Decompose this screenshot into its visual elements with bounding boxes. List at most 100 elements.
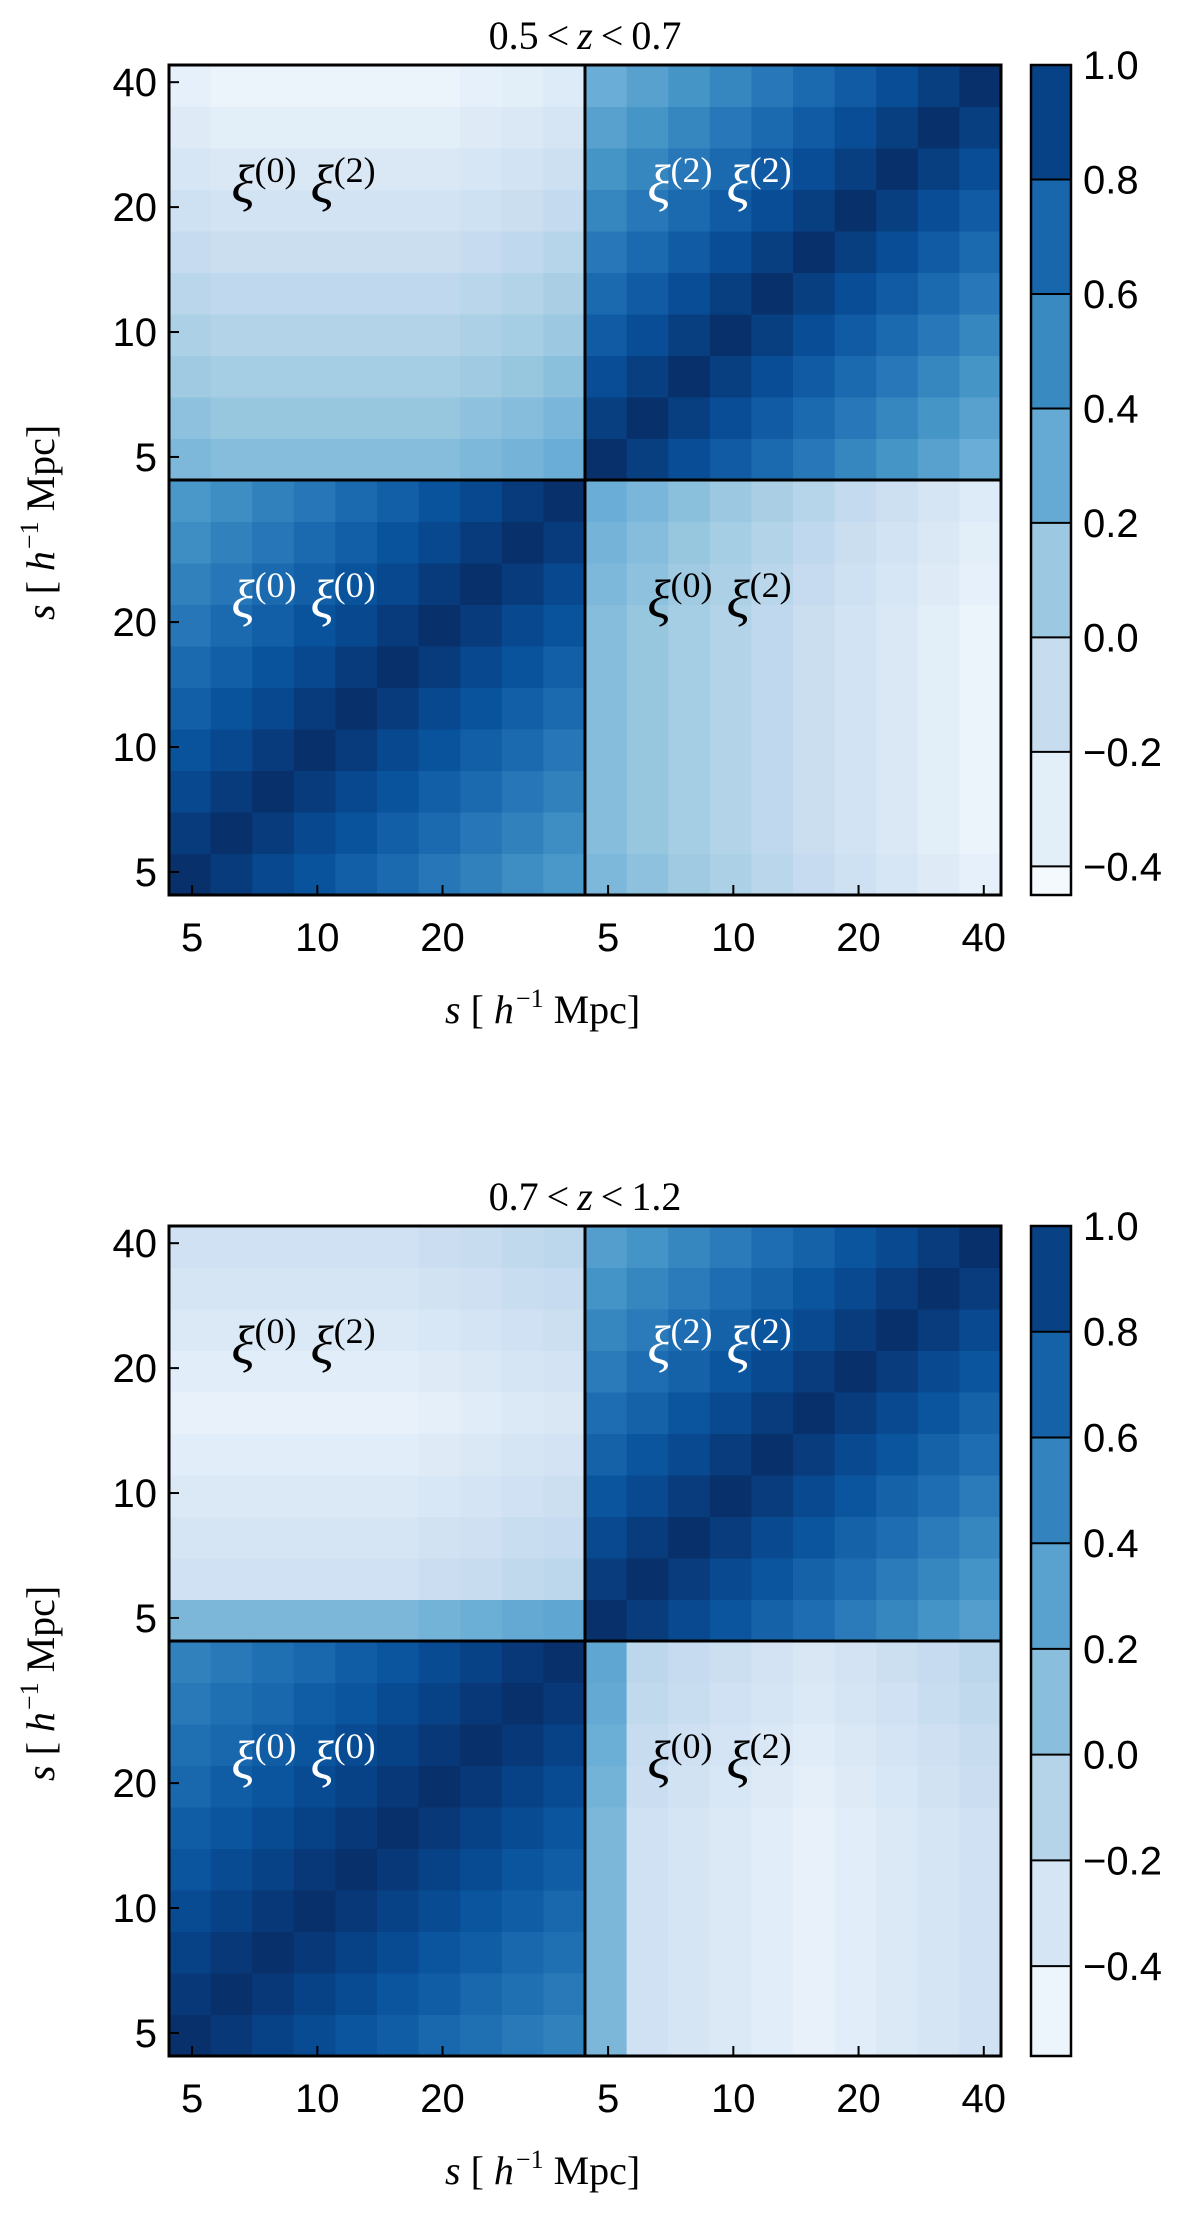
heatmap-cell — [917, 397, 960, 439]
heatmap-cell — [668, 1807, 711, 1849]
heatmap-cell — [876, 1931, 919, 1974]
heatmap-cell — [460, 563, 503, 605]
heatmap-cell — [585, 272, 628, 315]
heatmap-cell — [252, 770, 295, 813]
heatmap-cell — [709, 1848, 752, 1891]
heatmap-cell — [543, 355, 586, 398]
heatmap-cell — [293, 438, 336, 481]
heatmap-cell — [169, 1848, 212, 1891]
heatmap-cell — [585, 1848, 628, 1891]
heatmap-cell — [293, 1848, 336, 1891]
heatmap-cell — [709, 1682, 752, 1725]
heatmap-cell — [293, 1765, 336, 1808]
heatmap-cell — [709, 1724, 752, 1766]
heatmap-cell — [169, 1392, 212, 1434]
heatmap-cell — [169, 1724, 212, 1766]
annotation-base: ξ — [727, 1730, 751, 1790]
colorbar-band — [1031, 1543, 1071, 1649]
heatmap-cell — [668, 65, 711, 107]
heatmap-cell — [668, 106, 711, 149]
annotation-base: ξ — [311, 569, 335, 629]
title-part: z — [576, 1174, 593, 1219]
heatmap-cell — [210, 853, 253, 896]
heatmap-cell — [169, 812, 212, 854]
heatmap-cell — [543, 106, 586, 149]
y-tick-label: 10 — [113, 1472, 158, 1516]
heatmap-cell — [834, 1558, 877, 1600]
heatmap-cell — [834, 1267, 877, 1310]
heatmap-cell — [959, 687, 1002, 730]
heatmap-cell — [210, 604, 253, 647]
heatmap-cell — [210, 1267, 253, 1310]
heatmap-cell — [668, 1433, 711, 1476]
heatmap-cell — [917, 1724, 960, 1766]
annotation-base: ξ — [231, 1315, 255, 1375]
heatmap-cell — [335, 1973, 378, 2015]
heatmap-cell — [709, 272, 752, 315]
heatmap-cell — [501, 314, 544, 356]
title-part: 1.2 — [631, 1174, 681, 1219]
heatmap-cell — [793, 2014, 836, 2057]
heatmap-cell — [793, 231, 836, 273]
heatmap-cell — [876, 687, 919, 730]
label-part: ] — [627, 987, 640, 1032]
heatmap-cell — [335, 812, 378, 854]
heatmap-cell — [917, 1599, 960, 1642]
heatmap-cell — [377, 314, 420, 356]
heatmap-cell — [917, 189, 960, 232]
heatmap-cell — [834, 2014, 877, 2057]
heatmap-cell — [377, 1890, 420, 1932]
heatmap-cell — [959, 1890, 1002, 1932]
heatmap-cell — [335, 1309, 378, 1351]
heatmap-cell — [501, 1350, 544, 1393]
heatmap-cell — [834, 1475, 877, 1517]
heatmap-cell — [169, 1641, 212, 1683]
heatmap-cell — [460, 438, 503, 481]
heatmap-cell — [169, 1309, 212, 1351]
heatmap-cell — [917, 314, 960, 356]
heatmap-cell — [917, 563, 960, 605]
heatmap-cell — [959, 1516, 1002, 1559]
heatmap-cell — [876, 604, 919, 647]
heatmap-cell — [210, 1599, 253, 1642]
heatmap-cell — [626, 563, 669, 605]
heatmap-cell — [335, 1682, 378, 1725]
label-part: h — [494, 987, 514, 1032]
heatmap-cell — [377, 853, 420, 896]
heatmap-cell — [252, 853, 295, 896]
heatmap-cell — [501, 1931, 544, 1974]
heatmap-cell — [876, 272, 919, 315]
heatmap-cell — [626, 1350, 669, 1393]
heatmap-cell — [501, 812, 544, 854]
heatmap-cell — [543, 1765, 586, 1808]
heatmap-cell — [876, 65, 919, 107]
heatmap-cell — [543, 646, 586, 688]
x-tick-label: 10 — [711, 916, 756, 960]
colorbar-band — [1031, 866, 1071, 895]
heatmap-cell — [501, 646, 544, 688]
heatmap-cell — [585, 521, 628, 564]
colorbar-band — [1031, 1331, 1071, 1438]
heatmap-cell — [293, 812, 336, 854]
heatmap-cell — [210, 1765, 253, 1808]
colorbar-band — [1031, 522, 1071, 638]
heatmap-cell — [876, 1267, 919, 1310]
heatmap-cell — [917, 65, 960, 107]
heatmap-cell — [377, 1641, 420, 1683]
heatmap-cell — [210, 397, 253, 439]
heatmap-cell — [377, 646, 420, 688]
heatmap-cell — [751, 1433, 794, 1476]
heatmap-cell — [460, 2014, 503, 2057]
heatmap-cell — [626, 231, 669, 273]
heatmap-cell — [169, 563, 212, 605]
heatmap-cell — [876, 1309, 919, 1351]
heatmap-cell — [252, 189, 295, 232]
heatmap-cell — [377, 438, 420, 481]
heatmap-cell — [377, 1433, 420, 1476]
heatmap-cell — [252, 1558, 295, 1600]
heatmap-cell — [252, 1516, 295, 1559]
heatmap-cell — [917, 812, 960, 854]
heatmap-cell — [959, 314, 1002, 356]
heatmap-cell — [626, 1973, 669, 2015]
heatmap-cell — [501, 1558, 544, 1600]
